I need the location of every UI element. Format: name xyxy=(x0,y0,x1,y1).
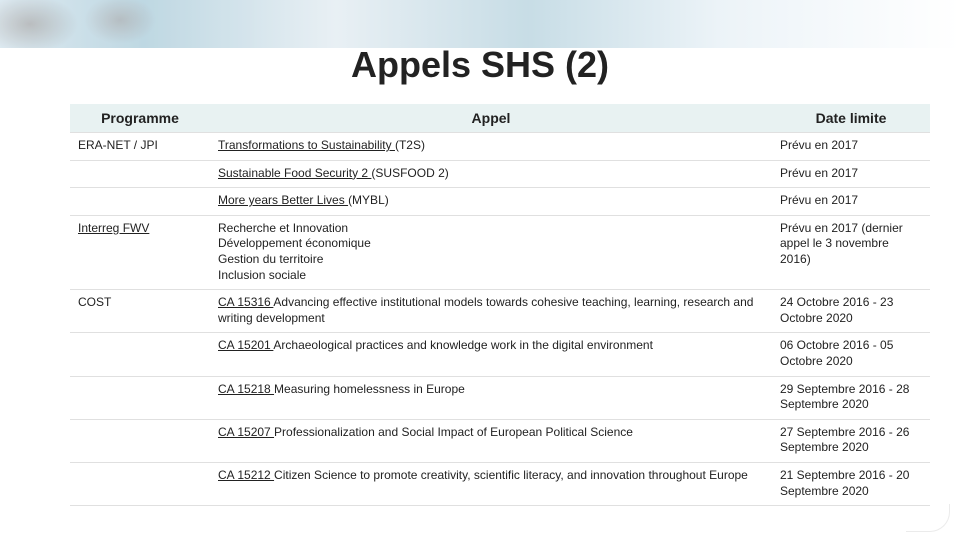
programme-cell: COST xyxy=(70,290,210,333)
programme-cell: Interreg FWV xyxy=(70,215,210,289)
table-row: CA 15212 Citizen Science to promote crea… xyxy=(70,462,930,505)
page-title: Appels SHS (2) xyxy=(0,44,960,86)
date-cell: 21 Septembre 2016 - 20 Septembre 2020 xyxy=(772,462,930,505)
table-row: COSTCA 15316 Advancing effective institu… xyxy=(70,290,930,333)
programme-cell xyxy=(70,160,210,188)
appel-cell: More years Better Lives (MYBL) xyxy=(210,188,772,216)
appel-cell: CA 15212 Citizen Science to promote crea… xyxy=(210,462,772,505)
slide: Appels SHS (2) Programme Appel Date limi… xyxy=(0,0,960,540)
date-cell: 06 Octobre 2016 - 05 Octobre 2020 xyxy=(772,333,930,376)
date-cell: Prévu en 2017 xyxy=(772,133,930,161)
appel-line: Recherche et Innovation xyxy=(218,221,764,237)
appel-link: CA 15212 xyxy=(218,468,274,482)
table-row: CA 15218 Measuring homelessness in Europ… xyxy=(70,376,930,419)
table-row: CA 15201 Archaeological practices and kn… xyxy=(70,333,930,376)
appel-text: Measuring homelessness in Europe xyxy=(274,382,465,396)
appel-cell: CA 15316 Advancing effective institution… xyxy=(210,290,772,333)
appel-cell: Transformations to Sustainability (T2S) xyxy=(210,133,772,161)
appel-text: (MYBL) xyxy=(348,193,389,207)
programme-cell xyxy=(70,419,210,462)
table-row: Sustainable Food Security 2 (SUSFOOD 2)P… xyxy=(70,160,930,188)
programme-cell xyxy=(70,376,210,419)
header-date: Date limite xyxy=(772,104,930,133)
date-cell: 27 Septembre 2016 - 26 Septembre 2020 xyxy=(772,419,930,462)
header-programme: Programme xyxy=(70,104,210,133)
header-appel: Appel xyxy=(210,104,772,133)
appel-line: Gestion du territoire xyxy=(218,252,764,268)
appel-cell: CA 15207 Professionalization and Social … xyxy=(210,419,772,462)
programme-cell xyxy=(70,188,210,216)
appel-cell: Sustainable Food Security 2 (SUSFOOD 2) xyxy=(210,160,772,188)
appel-text: Archaeological practices and knowledge w… xyxy=(273,338,653,352)
appel-line: Inclusion sociale xyxy=(218,268,764,284)
date-cell: Prévu en 2017 xyxy=(772,188,930,216)
appel-text: Professionalization and Social Impact of… xyxy=(274,425,633,439)
table-row: ERA-NET / JPITransformations to Sustaina… xyxy=(70,133,930,161)
appel-text: (SUSFOOD 2) xyxy=(371,166,448,180)
programme-link: Interreg FWV xyxy=(78,221,149,235)
appels-table: Programme Appel Date limite ERA-NET / JP… xyxy=(70,104,930,506)
date-cell: Prévu en 2017 (dernier appel le 3 novemb… xyxy=(772,215,930,289)
appel-text: Citizen Science to promote creativity, s… xyxy=(274,468,748,482)
appel-link: CA 15201 xyxy=(218,338,273,352)
appel-text: (T2S) xyxy=(395,138,425,152)
table-row: More years Better Lives (MYBL)Prévu en 2… xyxy=(70,188,930,216)
programme-cell xyxy=(70,462,210,505)
appel-cell: CA 15201 Archaeological practices and kn… xyxy=(210,333,772,376)
appels-table-container: Programme Appel Date limite ERA-NET / JP… xyxy=(70,104,930,506)
date-cell: 24 Octobre 2016 - 23 Octobre 2020 xyxy=(772,290,930,333)
appel-link: CA 15218 xyxy=(218,382,274,396)
corner-decoration xyxy=(906,504,950,532)
appel-cell: CA 15218 Measuring homelessness in Europ… xyxy=(210,376,772,419)
appel-cell: Recherche et InnovationDéveloppement éco… xyxy=(210,215,772,289)
appel-line: Développement économique xyxy=(218,236,764,252)
table-row: Interreg FWV Recherche et InnovationDével… xyxy=(70,215,930,289)
programme-cell xyxy=(70,333,210,376)
programme-cell: ERA-NET / JPI xyxy=(70,133,210,161)
appel-link: CA 15316 xyxy=(218,295,273,309)
appel-link: Transformations to Sustainability xyxy=(218,138,395,152)
appel-link: More years Better Lives xyxy=(218,193,348,207)
appel-link: CA 15207 xyxy=(218,425,274,439)
table-row: CA 15207 Professionalization and Social … xyxy=(70,419,930,462)
date-cell: Prévu en 2017 xyxy=(772,160,930,188)
header-banner xyxy=(0,0,960,48)
date-cell: 29 Septembre 2016 - 28 Septembre 2020 xyxy=(772,376,930,419)
appel-link: Sustainable Food Security 2 xyxy=(218,166,371,180)
table-header-row: Programme Appel Date limite xyxy=(70,104,930,133)
appel-text: Advancing effective institutional models… xyxy=(218,295,753,325)
